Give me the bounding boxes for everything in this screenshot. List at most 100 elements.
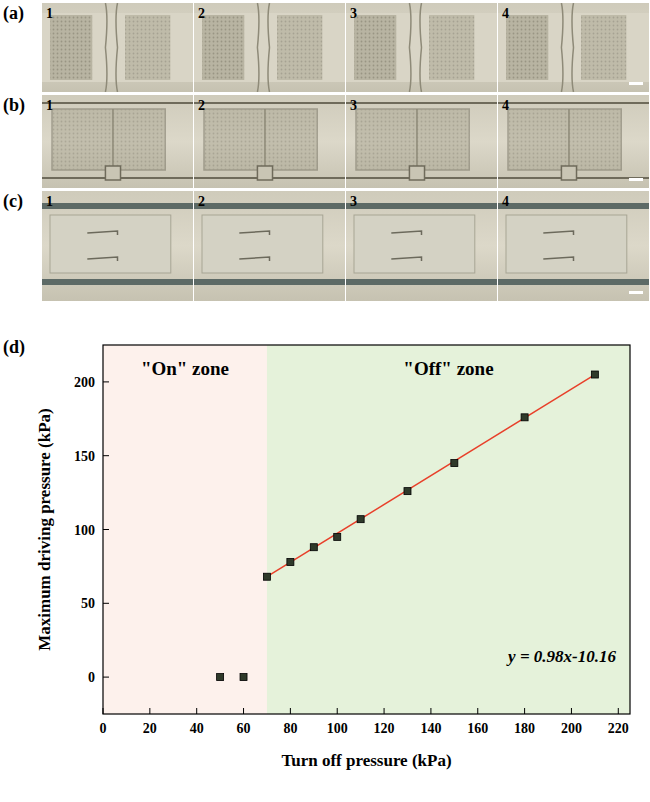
channel-edge: [498, 102, 649, 104]
valve-edge: [116, 3, 118, 92]
photo-bg: [346, 95, 497, 188]
photo-frame: [498, 3, 649, 92]
photo-frame: [498, 95, 649, 188]
valve-edge: [112, 109, 114, 170]
x-axis-title: Turn off pressure (kPa): [281, 751, 451, 770]
x-tick-label: 200: [561, 721, 582, 736]
chamber: [429, 15, 474, 80]
photo-bg: [346, 191, 497, 301]
channel-edge: [194, 102, 345, 104]
valve-edge: [572, 3, 574, 92]
chamber: [506, 215, 627, 273]
photo-panel: (b)1234: [3, 95, 649, 188]
valve-neck: [105, 166, 120, 180]
channel-edge: [346, 102, 497, 104]
frame-number: 1: [46, 6, 53, 21]
valve-edge: [568, 109, 570, 170]
panel-label: (d): [3, 337, 25, 358]
y-tick: [103, 529, 109, 530]
valve-edge: [543, 231, 573, 235]
valve-neck: [561, 166, 576, 180]
fit-line: [267, 375, 595, 577]
y-axis-title: Maximum driving pressure (kPa): [35, 408, 54, 651]
photo-bg: [42, 191, 193, 301]
chart: (d)0204060801001201401601802002200501001…: [3, 337, 630, 770]
frame-number: 1: [46, 98, 53, 113]
x-tick-label: 20: [143, 721, 157, 736]
x-tick-label: 160: [467, 721, 488, 736]
valve-edge: [391, 257, 421, 261]
photo-frame: [346, 3, 497, 92]
valve-edge: [239, 231, 269, 235]
photo-frame: [346, 191, 497, 301]
photo-frame: [194, 95, 345, 188]
photo-bg: [498, 3, 649, 92]
point: [521, 414, 528, 421]
chamber: [508, 109, 621, 170]
scale-bar: [629, 82, 643, 85]
photo-frame: [42, 191, 193, 301]
y-tick-label: 0: [88, 670, 95, 685]
x-tick: [571, 708, 572, 714]
photo-frame: [42, 3, 193, 92]
panel-label: (c): [3, 191, 23, 212]
channel-edge: [194, 279, 345, 285]
x-tick: [103, 708, 104, 714]
point: [357, 516, 364, 523]
x-tick-label: 220: [608, 721, 629, 736]
frame-number: 4: [502, 6, 509, 21]
y-tick: [103, 603, 109, 604]
panel-label: (b): [3, 95, 25, 116]
photo-panel: (c)1234: [3, 191, 649, 301]
plot-area: [103, 345, 630, 714]
point: [591, 371, 598, 378]
valve-edge: [87, 231, 117, 235]
channel-edge: [42, 279, 193, 285]
photo-bg: [42, 95, 193, 188]
chamber: [125, 15, 170, 80]
x-tick-label: 80: [283, 721, 297, 736]
frame-number: 4: [502, 98, 509, 113]
x-tick: [290, 708, 291, 714]
chamber: [581, 15, 626, 80]
zone: [103, 345, 267, 714]
photo-frame: [42, 95, 193, 188]
panel-label: (a): [3, 3, 24, 24]
photo-bg: [42, 3, 193, 92]
frame-number: 3: [350, 6, 357, 21]
y-tick: [103, 677, 109, 678]
x-tick: [430, 708, 431, 714]
chamber: [277, 15, 322, 80]
y-tick-label: 50: [81, 596, 95, 611]
y-tick-label: 150: [74, 449, 95, 464]
valve-neck: [409, 166, 424, 180]
valve-edge: [543, 257, 573, 261]
x-tick-label: 100: [327, 721, 348, 736]
photo-frame: [194, 191, 345, 301]
valve-edge: [264, 109, 266, 170]
scale-bar: [629, 178, 643, 181]
chamber: [50, 215, 171, 273]
photo-bg: [194, 191, 345, 301]
photo-bg: [194, 95, 345, 188]
valve-edge: [420, 3, 422, 92]
channel-edge: [42, 203, 193, 209]
photo-bg: [498, 191, 649, 301]
frame-number: 2: [198, 194, 205, 209]
valve-edge: [409, 3, 411, 92]
chamber: [202, 215, 323, 273]
zone-label: "Off" zone: [403, 358, 493, 379]
point: [334, 533, 341, 540]
frame-number: 2: [198, 6, 205, 21]
chamber: [356, 109, 469, 170]
point: [310, 544, 317, 551]
frame-number: 1: [46, 194, 53, 209]
x-tick: [477, 708, 478, 714]
point: [217, 674, 224, 681]
x-tick: [384, 708, 385, 714]
valve-neck: [257, 166, 272, 180]
frame-number: 4: [502, 194, 509, 209]
valve-edge: [87, 257, 117, 261]
x-tick-label: 60: [237, 721, 251, 736]
x-tick-label: 40: [190, 721, 204, 736]
